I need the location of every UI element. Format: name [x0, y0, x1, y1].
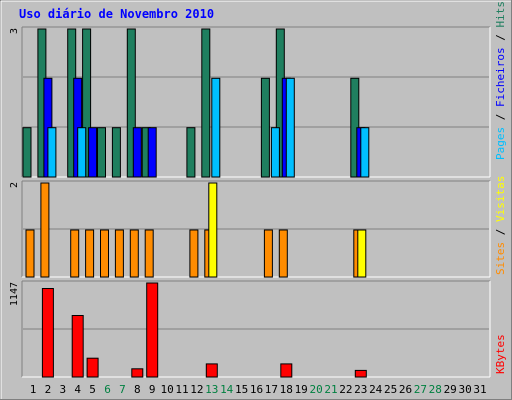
x-tick-label-day-17: 17	[265, 383, 278, 396]
legend-entry: Hits	[494, 1, 507, 28]
x-tick-label-day-28: 28	[429, 383, 442, 396]
bar-sites-day-4	[70, 229, 80, 278]
x-tick-label-day-31: 31	[473, 383, 486, 396]
x-tick-label-day-2: 2	[45, 383, 52, 396]
bar-ficheiros-day-5	[88, 127, 98, 178]
panel-top: 3	[9, 26, 491, 178]
legends: Pages / Ficheiros / Hits Sites / Visitas K…	[494, 1, 507, 374]
bar-sites-day-6	[100, 229, 109, 278]
legend-bottom: KBytes	[494, 334, 507, 374]
bar-sites-day-9	[144, 229, 154, 278]
x-tick-label-day-10: 10	[160, 383, 173, 396]
bar-sites-day-12	[189, 229, 199, 278]
x-tick-label-day-19: 19	[295, 383, 308, 396]
x-tick-label-day-30: 30	[458, 383, 471, 396]
x-tick-label-day-1: 1	[30, 383, 37, 396]
legend-entry: Sites	[494, 242, 507, 275]
bar-sites-day-5	[85, 229, 95, 278]
legend-entry: Visitas	[494, 176, 507, 222]
panel-bottom: 1147	[9, 280, 491, 378]
x-tick-label-day-4: 4	[74, 383, 81, 396]
bar-hits-day-6	[97, 127, 106, 178]
bar-pages-day-23	[360, 127, 370, 178]
bar-sites-day-7	[114, 229, 124, 278]
panel-middle: 2	[9, 180, 491, 278]
y-max-label-bottom: 1147	[9, 282, 20, 306]
bar-sites-day-2	[40, 182, 50, 278]
bar-kbytes-day-5	[86, 357, 99, 378]
x-tick-label-day-26: 26	[399, 383, 412, 396]
legend-top: Pages / Ficheiros / Hits	[494, 1, 507, 160]
x-tick-label-day-9: 9	[149, 383, 156, 396]
bar-hits-day-7	[111, 127, 121, 178]
x-tick-label-day-5: 5	[89, 383, 96, 396]
y-max-label-middle: 2	[9, 182, 20, 188]
bar-hits-day-13	[201, 28, 211, 178]
bar-kbytes-day-13	[205, 363, 218, 378]
bar-sites-day-8	[129, 229, 139, 278]
x-tick-label-day-8: 8	[134, 383, 141, 396]
bar-pages-day-4	[77, 127, 87, 178]
bar-pages-day-18	[285, 77, 295, 178]
bar-hits-day-12	[186, 127, 196, 178]
bar-kbytes-day-2	[41, 288, 54, 378]
legend-entry: Pages	[494, 127, 507, 160]
chart-title: Uso diário de Novembro 2010	[19, 7, 214, 21]
bar-kbytes-day-23	[354, 369, 367, 378]
x-tick-label-day-27: 27	[414, 383, 427, 396]
legend-middle: Sites / Visitas	[494, 176, 507, 275]
bar-kbytes-day-18	[280, 363, 293, 378]
x-tick-label-day-29: 29	[444, 383, 457, 396]
x-tick-label-day-12: 12	[190, 383, 203, 396]
legend-entry: /	[494, 222, 507, 242]
legend-entry: Ficheiros	[494, 47, 507, 107]
x-tick-label-day-21: 21	[324, 383, 337, 396]
bar-kbytes-day-4	[71, 315, 84, 378]
x-tick-label-day-18: 18	[280, 383, 293, 396]
bar-pages-day-2	[47, 127, 57, 178]
bar-kbytes-day-9	[146, 282, 159, 378]
legend-entry: /	[494, 28, 507, 48]
x-tick-label-day-25: 25	[384, 383, 397, 396]
x-tick-label-day-16: 16	[250, 383, 263, 396]
x-tick-label-day-23: 23	[354, 383, 367, 396]
bar-pages-day-17	[270, 127, 280, 178]
x-tick-label-day-15: 15	[235, 383, 248, 396]
bar-sites-day-1	[25, 229, 35, 278]
x-tick-label-day-13: 13	[205, 383, 218, 396]
y-max-label-top: 3	[9, 28, 20, 34]
bar-sites-day-17	[263, 229, 273, 278]
x-tick-label-day-22: 22	[339, 383, 352, 396]
bar-kbytes-day-8	[131, 368, 144, 378]
bar-hits-day-5	[82, 28, 92, 178]
legend-entry: KBytes	[494, 334, 507, 374]
bar-ficheiros-day-8	[132, 127, 142, 178]
x-tick-label-day-11: 11	[175, 383, 188, 396]
bar-visitas-day-23	[357, 229, 367, 278]
x-tick-label-day-6: 6	[104, 383, 111, 396]
bar-ficheiros-day-9	[147, 127, 157, 178]
x-axis-labels: 1 2 3 4 5 6 7 8 9 10 11 12 13 14 15 16 17 18 19 20 21 22 23 24 2…	[30, 383, 487, 396]
bar-hits-day-1	[22, 127, 32, 178]
x-tick-label-day-24: 24	[369, 383, 383, 396]
x-tick-label-day-20: 20	[309, 383, 322, 396]
bar-hits-day-8	[126, 28, 136, 178]
bar-visitas-day-13	[208, 182, 218, 278]
x-tick-label-day-14: 14	[220, 383, 234, 396]
x-tick-label-day-7: 7	[119, 383, 126, 396]
bar-pages-day-13	[211, 77, 221, 178]
chart-panels: 3 2 1147	[9, 26, 491, 378]
legend-entry: /	[494, 107, 507, 127]
bar-sites-day-18	[278, 229, 288, 278]
bar-hits-day-17	[260, 77, 270, 178]
x-tick-label-day-3: 3	[59, 383, 66, 396]
